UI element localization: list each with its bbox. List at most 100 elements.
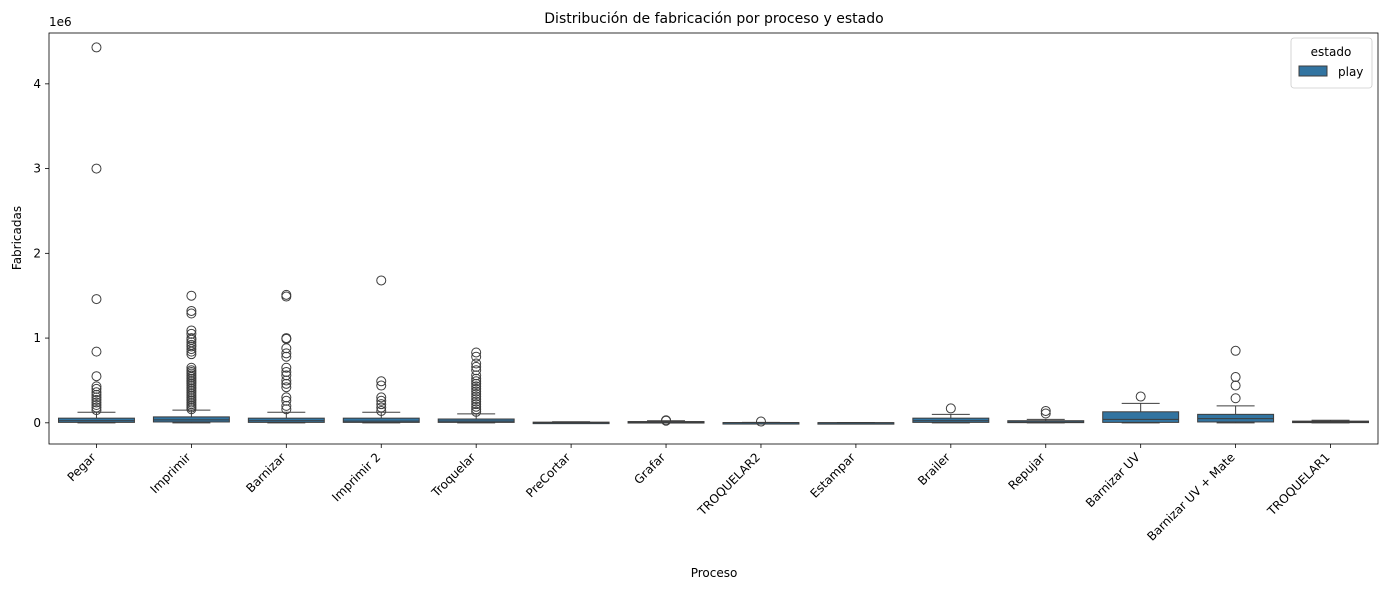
box-pegar — [57, 42, 135, 424]
outlier-point — [91, 387, 102, 398]
x-tick-label: Imprimir — [147, 450, 193, 496]
outlier-point — [91, 397, 102, 408]
outlier-point — [1040, 408, 1051, 419]
plot-marks — [57, 42, 1370, 427]
x-tick-label: Repujar — [1005, 450, 1047, 492]
box-imprimir-2 — [342, 275, 420, 424]
outlier-point — [376, 402, 387, 413]
box-brailer — [912, 403, 990, 424]
outlier-point — [91, 405, 102, 416]
x-tick-label: PreCortar — [523, 450, 573, 500]
legend-title: estado — [1311, 45, 1352, 59]
outlier-point — [91, 42, 102, 53]
outlier-point — [91, 163, 102, 174]
outlier-point — [186, 290, 197, 301]
box-grafar — [627, 415, 705, 426]
outlier-point — [281, 333, 292, 344]
outlier-point — [471, 389, 482, 400]
outlier-point — [281, 395, 292, 406]
iqr-box — [342, 417, 420, 423]
outlier-point — [471, 358, 482, 369]
x-tick-label: Barnizar — [243, 450, 288, 495]
x-tick-label: Grafar — [631, 450, 668, 487]
outlier-point — [186, 308, 197, 319]
x-tick-label: TROQUELAR2 — [694, 450, 763, 519]
x-tick-label: Estampar — [807, 450, 858, 501]
outlier-point — [281, 370, 292, 381]
chart-title: Distribución de fabricación por proceso … — [544, 11, 883, 27]
y-tick-label: 3 — [33, 162, 41, 176]
outlier-point — [91, 402, 102, 413]
x-axis: Pegar Imprimir Barnizar Imprimir 2 Troquelar… — [65, 444, 1333, 544]
y-tick-label: 4 — [33, 77, 41, 91]
outlier-point — [1135, 391, 1146, 402]
box-repujar — [1007, 405, 1085, 424]
outlier-point — [91, 346, 102, 357]
outlier-point — [471, 370, 482, 381]
outlier-point — [376, 399, 387, 410]
x-tick-label: Pegar — [65, 450, 99, 484]
outlier-point — [376, 405, 387, 416]
outlier-point — [471, 386, 482, 397]
outlier-point — [91, 389, 102, 400]
outlier-point — [186, 344, 197, 355]
outlier-point — [281, 291, 292, 302]
outlier-point — [281, 348, 292, 359]
outlier-point — [471, 383, 482, 394]
x-tick-label: Barnizar UV — [1083, 450, 1143, 510]
outlier-point — [376, 376, 387, 387]
x-axis-title: Proceso — [691, 566, 738, 580]
iqr-box — [1102, 411, 1180, 423]
outlier-point — [471, 396, 482, 407]
y-tick-label: 0 — [33, 416, 41, 430]
y-tick-label: 2 — [33, 246, 41, 260]
legend: estado play — [1290, 37, 1373, 89]
outlier-point — [471, 401, 482, 412]
outlier-point — [281, 378, 292, 389]
y-axis-title: Fabricadas — [10, 206, 24, 270]
outlier-point — [1040, 405, 1051, 416]
outlier-point — [471, 406, 482, 417]
x-tick-label: TROQUELAR1 — [1264, 450, 1333, 519]
outlier-point — [376, 395, 387, 406]
box-troquelar1 — [1292, 419, 1370, 424]
outlier-point — [471, 378, 482, 389]
outlier-point — [471, 394, 482, 405]
x-tick-label: Brailer — [915, 450, 953, 488]
outlier-point — [281, 375, 292, 386]
outlier-point — [471, 373, 482, 384]
outlier-point — [376, 380, 387, 391]
outlier-point — [281, 392, 292, 403]
outlier-point — [91, 394, 102, 405]
outlier-point — [91, 294, 102, 305]
outlier-point — [281, 362, 292, 373]
outlier-point — [471, 381, 482, 392]
outlier-point — [186, 349, 197, 360]
outlier-point — [1230, 345, 1241, 356]
outlier-point — [376, 392, 387, 403]
y-axis: 0 1 2 3 4 — [33, 77, 49, 430]
box-troquelar2 — [722, 416, 800, 427]
outlier-point — [281, 343, 292, 354]
outlier-point — [471, 347, 482, 358]
outlier-point — [91, 400, 102, 411]
outlier-point — [471, 351, 482, 362]
outlier-point — [186, 404, 197, 415]
outlier-point — [281, 333, 292, 344]
x-tick-label: Troquelar — [428, 450, 478, 500]
outlier-point — [1230, 372, 1241, 383]
box-imprimir — [152, 290, 230, 424]
outlier-point — [281, 382, 292, 393]
outlier-point — [755, 416, 766, 427]
x-tick-label: Imprimir 2 — [329, 450, 383, 504]
outlier-point — [661, 415, 672, 426]
box-barnizar-uv — [1102, 391, 1180, 424]
outlier-point — [281, 404, 292, 415]
outlier-point — [186, 341, 197, 352]
y-multiplier-label: 1e6 — [49, 15, 72, 29]
box-precortar — [532, 421, 610, 425]
plot-frame — [48, 32, 1379, 445]
outlier-point — [281, 366, 292, 377]
outlier-point — [471, 391, 482, 402]
